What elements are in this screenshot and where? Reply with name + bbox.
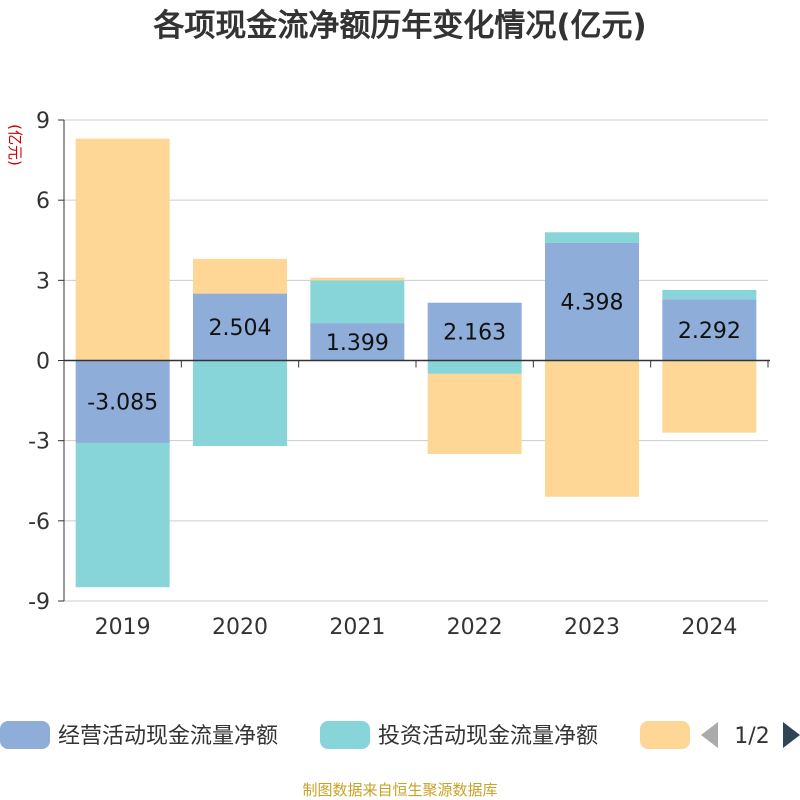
x-tick-label: 2020 xyxy=(212,615,268,640)
bar-segment xyxy=(193,293,287,361)
bar-data-label: 2.163 xyxy=(443,321,506,346)
y-tick-label: -9 xyxy=(28,590,50,615)
legend-next-arrow-icon[interactable] xyxy=(783,722,800,748)
legend-prev-arrow-icon[interactable] xyxy=(701,722,718,748)
bar-segment xyxy=(545,232,639,243)
y-tick-label: 3 xyxy=(36,269,50,294)
bar-segment xyxy=(193,360,287,447)
bar-segment xyxy=(545,360,639,497)
bar-data-label: 2.504 xyxy=(209,316,272,341)
y-tick-label: 9 xyxy=(36,109,50,134)
x-tick-label: 2019 xyxy=(95,615,151,640)
bars xyxy=(75,138,757,588)
bar-segment xyxy=(310,277,405,281)
x-tick-label: 2023 xyxy=(564,615,620,640)
legend-swatch[interactable] xyxy=(640,721,690,749)
legend-label[interactable]: 投资活动现金流量净额 xyxy=(378,724,598,749)
bar-segment xyxy=(310,280,405,324)
data-labels: -3.085 2.504 1.399 2.163 4.398 2.292 xyxy=(87,291,741,416)
legend-swatch[interactable] xyxy=(0,721,50,749)
bar-data-label: -3.085 xyxy=(87,391,158,416)
y-tick-label: -6 xyxy=(28,510,50,535)
y-tick-label: 6 xyxy=(36,189,50,214)
x-tick-label: 2021 xyxy=(329,615,385,640)
bar-segment xyxy=(662,299,757,361)
bar-segment xyxy=(427,373,522,455)
bar-segment xyxy=(310,323,405,361)
bar-segment xyxy=(75,442,170,588)
grid-lines xyxy=(64,119,768,602)
bar-segment xyxy=(427,302,522,361)
bar-data-label: 1.399 xyxy=(326,331,389,356)
bar-data-label: 4.398 xyxy=(561,291,624,316)
bar-segment xyxy=(427,360,522,374)
legend-page-indicator: 1/2 xyxy=(734,724,769,749)
bar-segment xyxy=(193,258,287,294)
bar-segment xyxy=(662,289,757,300)
legend: 经营活动现金流量净额 投资活动现金流量净额 xyxy=(0,721,690,749)
bar-segment xyxy=(545,242,639,361)
legend-label[interactable]: 经营活动现金流量净额 xyxy=(58,724,278,749)
bar-segment xyxy=(75,138,170,361)
y-axis-unit: (亿元) xyxy=(6,124,24,166)
y-tick-label: -3 xyxy=(28,430,50,455)
x-tick-label: 2024 xyxy=(681,615,737,640)
legend-swatch[interactable] xyxy=(320,721,370,749)
axes: -9 -6 -3 0 3 6 9 2019 2020 2021 2022 2023 2024 xyxy=(28,109,770,640)
bar-segment xyxy=(662,360,757,433)
chart-title: 各项现金流净额历年变化情况(亿元) xyxy=(152,8,646,44)
bar-segment xyxy=(75,360,170,443)
data-source-note: 制图数据来自恒生聚源数据库 xyxy=(302,781,497,799)
legend-pager: 1/2 xyxy=(701,722,800,749)
y-tick-label: 0 xyxy=(36,350,50,375)
x-tick-label: 2022 xyxy=(447,615,503,640)
bar-data-label: 2.292 xyxy=(678,319,741,344)
